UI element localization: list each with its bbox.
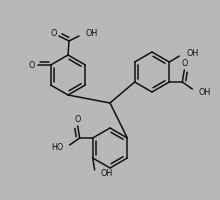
Text: OH: OH (198, 88, 211, 97)
Text: HO: HO (51, 144, 64, 152)
Text: O: O (181, 60, 187, 68)
Text: OH: OH (85, 28, 97, 38)
Text: OH: OH (186, 48, 199, 58)
Text: O: O (29, 60, 35, 70)
Text: O: O (75, 116, 81, 124)
Text: OH: OH (101, 170, 113, 178)
Text: O: O (51, 28, 57, 38)
